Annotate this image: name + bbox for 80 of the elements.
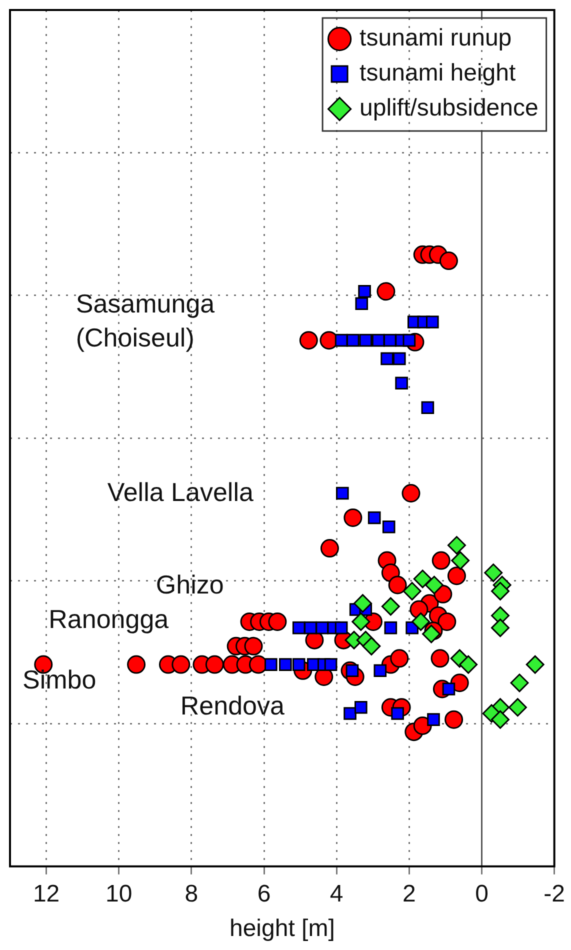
point: [451, 551, 470, 570]
x-tick-label: 2: [402, 880, 416, 908]
point: [354, 700, 368, 714]
point: [402, 582, 422, 600]
point: [380, 352, 394, 366]
point: [268, 612, 287, 631]
legend-label: uplift/subsidence: [360, 94, 538, 122]
annotation: Ghizo: [156, 570, 224, 600]
legend-label: tsunami runup: [360, 24, 512, 52]
point: [413, 570, 432, 588]
point: [450, 674, 469, 692]
point: [447, 566, 466, 586]
x-tick-label: 10: [106, 880, 132, 908]
point: [424, 576, 444, 594]
point: [344, 707, 356, 720]
point: [374, 664, 387, 678]
point: [491, 618, 510, 638]
point: [484, 564, 503, 582]
annotation: Vella Lavella: [107, 477, 254, 508]
point: [392, 352, 406, 366]
point: [359, 334, 372, 347]
point: [353, 594, 372, 613]
point: [422, 624, 441, 644]
point: [421, 401, 434, 414]
annotation: Simbo: [22, 664, 96, 695]
point: [510, 674, 529, 692]
point: [334, 621, 348, 634]
x-tick-label: 6: [257, 880, 271, 908]
point: [368, 511, 381, 524]
annotation: Rendova: [180, 690, 285, 720]
point: [352, 612, 370, 631]
point: [388, 576, 407, 594]
point: [355, 297, 368, 310]
point: [336, 486, 349, 500]
x-tick-label: 0: [475, 880, 488, 908]
point: [358, 284, 371, 298]
point: [459, 655, 478, 674]
point: [382, 520, 396, 534]
point: [447, 536, 466, 554]
point: [412, 612, 430, 631]
x-tick-label: 8: [184, 880, 198, 908]
point: [426, 316, 439, 328]
point: [438, 612, 456, 631]
x-tick-label: -2: [544, 880, 565, 908]
point: [384, 621, 398, 634]
point: [432, 551, 450, 570]
point: [444, 710, 464, 729]
point: [362, 636, 381, 656]
point: [442, 682, 456, 696]
point: [279, 658, 292, 671]
point: [526, 655, 544, 674]
point: [508, 698, 527, 717]
point: [172, 655, 190, 674]
point: [381, 597, 400, 616]
point: [491, 710, 510, 729]
point: [402, 484, 420, 503]
point: [127, 655, 146, 674]
annotation: Sasamunga (Choiseul): [76, 288, 216, 353]
point: [244, 636, 263, 656]
x-axis-title: height [m]: [229, 915, 335, 942]
point: [324, 658, 338, 671]
point: [205, 655, 224, 674]
annotation: Ranongga: [48, 604, 170, 634]
x-tick-label: 12: [32, 880, 60, 908]
point: [413, 716, 432, 735]
point: [299, 331, 318, 350]
point: [316, 621, 328, 634]
point: [439, 252, 458, 270]
point: [430, 649, 450, 668]
legend-label: tsunami height: [360, 60, 516, 87]
point: [376, 282, 396, 301]
point: [491, 582, 510, 600]
point: [395, 376, 408, 390]
point: [346, 334, 360, 347]
point: [427, 713, 440, 726]
point: [344, 508, 362, 527]
x-tick-label: 4: [330, 880, 344, 908]
point: [264, 658, 278, 671]
point: [320, 539, 339, 558]
point: [390, 649, 409, 668]
